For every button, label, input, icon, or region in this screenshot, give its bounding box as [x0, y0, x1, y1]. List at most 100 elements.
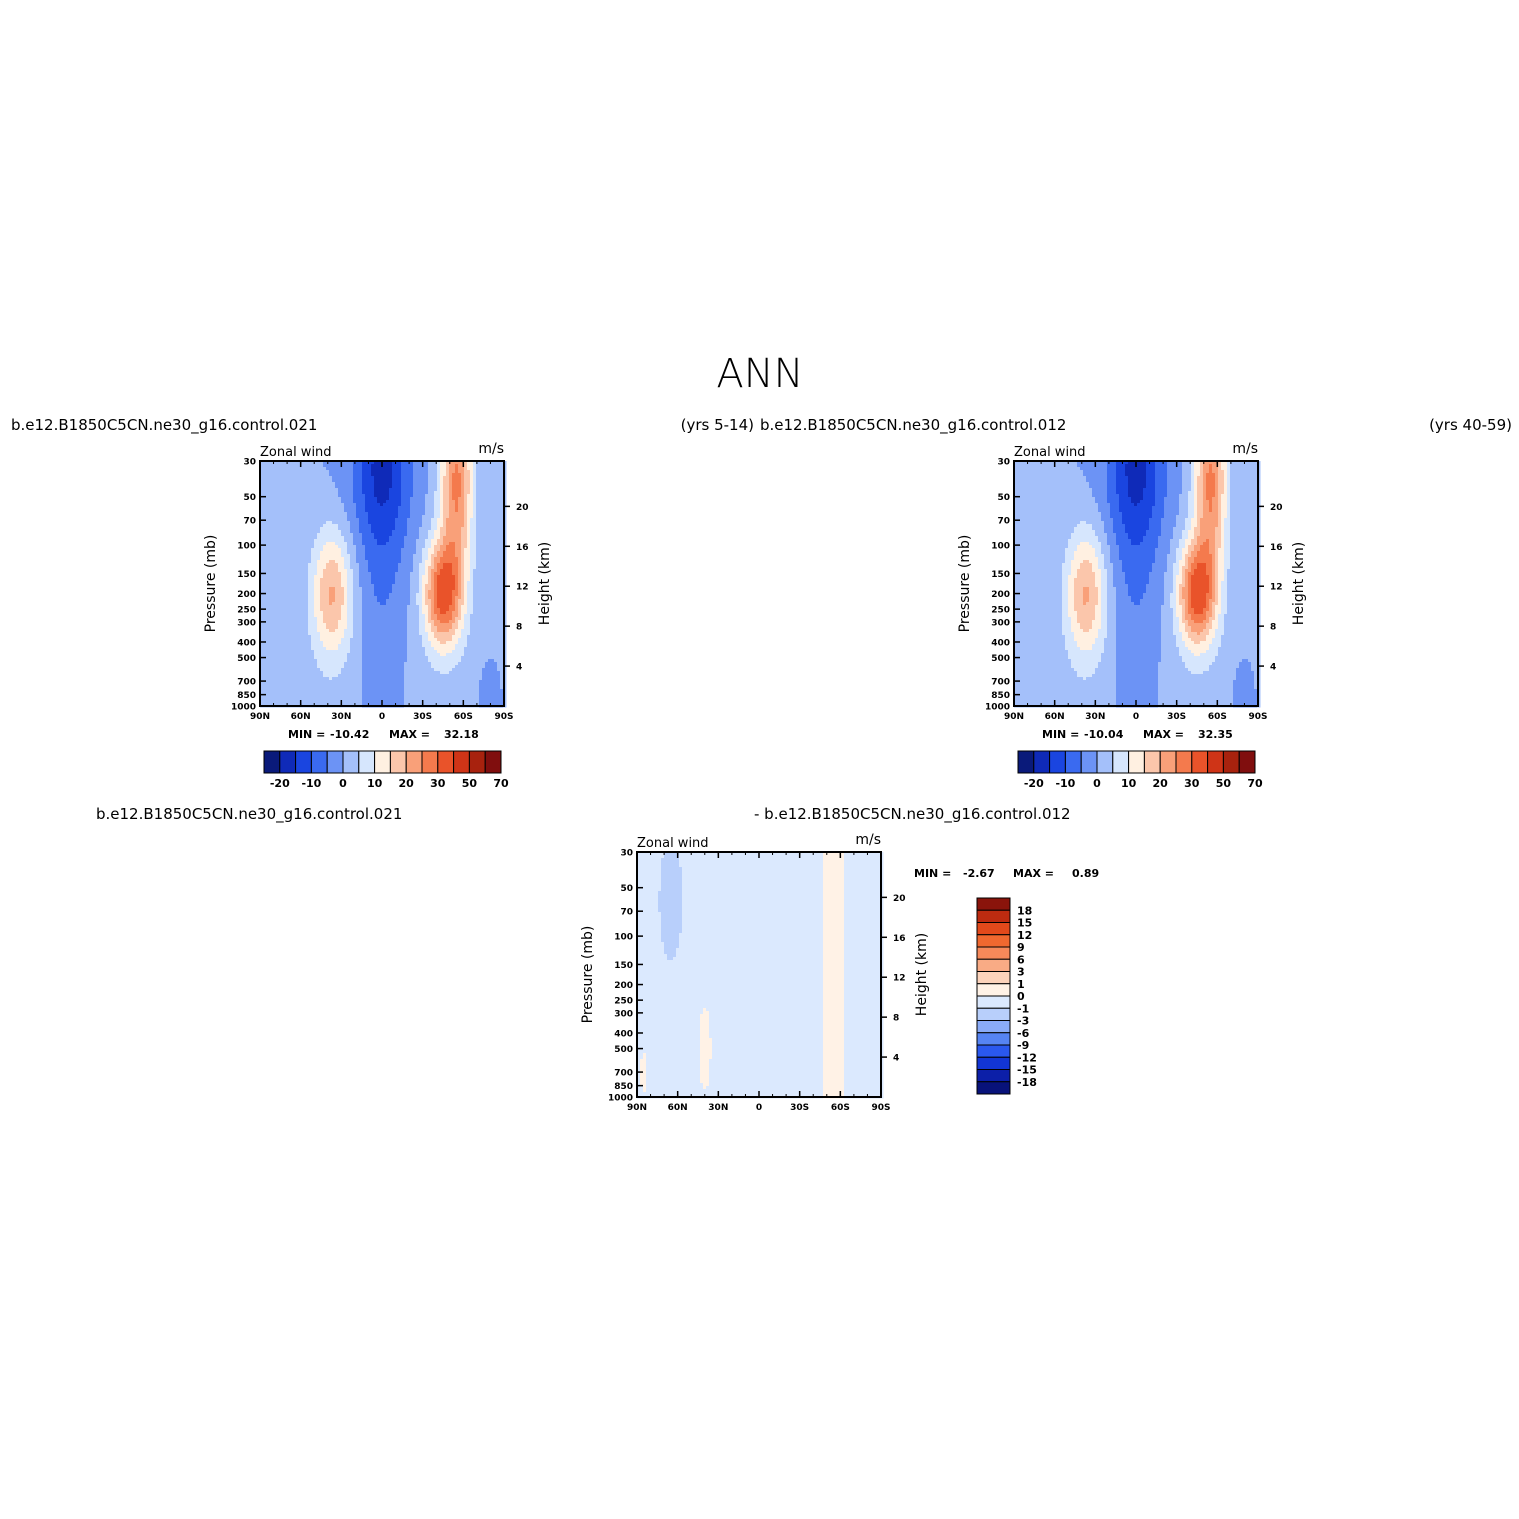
colorbar-label: 70 [493, 777, 509, 790]
y-tick-label: 200 [237, 590, 256, 600]
units-label: m/s [478, 441, 504, 457]
min-value: -10.04 [1084, 728, 1124, 741]
colorbar-swatch [359, 751, 375, 773]
x-tick-label: 90S [1248, 712, 1267, 722]
colorbar-swatch [1034, 751, 1050, 773]
y-axis-title-right: Height (km) [1291, 542, 1307, 625]
colorbar-swatch [977, 1033, 1010, 1045]
colorbar-swatch [1223, 751, 1239, 773]
colorbar-label: -6 [1017, 1027, 1030, 1040]
colorbar-label: -20 [1024, 777, 1044, 790]
x-tick-label: 90S [494, 712, 513, 722]
y-tick-label: 300 [614, 1009, 633, 1019]
x-tick-label: 30S [413, 712, 432, 722]
colorbar-swatch [1160, 751, 1176, 773]
colorbar-swatch [454, 751, 470, 773]
colorbar-swatch [406, 751, 422, 773]
y-tick-label: 30 [997, 458, 1010, 468]
colorbar-swatch [1018, 751, 1034, 773]
y-tick-label: 100 [614, 933, 633, 943]
units-label: m/s [855, 832, 881, 848]
colorbar-swatch [327, 751, 343, 773]
min-value: -2.67 [963, 867, 995, 880]
colorbar-swatch [977, 984, 1010, 996]
colorbar-label: 15 [1017, 917, 1032, 930]
x-tick-label: 60N [1045, 712, 1065, 722]
colorbar-label: 30 [430, 777, 446, 790]
colorbar-swatch [1050, 751, 1066, 773]
y-tick-label: 100 [237, 542, 256, 552]
colorbar-swatch [390, 751, 406, 773]
colorbar-swatch [977, 1082, 1010, 1094]
colorbar-swatch [977, 996, 1010, 1008]
y-tick-label: 400 [614, 1029, 633, 1039]
colorbar-label: 12 [1017, 929, 1032, 942]
height-tick-label: 12 [516, 583, 529, 593]
y-tick-label: 150 [614, 961, 633, 971]
variable-label: Zonal wind [1014, 445, 1086, 460]
colorbar-swatch [469, 751, 485, 773]
max-label: MAX = [389, 728, 430, 741]
y-tick-label: 30 [620, 849, 633, 859]
x-tick-label: 90N [1004, 712, 1024, 722]
max-label: MAX = [1143, 728, 1184, 741]
colorbar-label: 70 [1247, 777, 1263, 790]
colorbar-label: 10 [367, 777, 383, 790]
colorbar-swatch [1192, 751, 1208, 773]
colorbar-swatch [438, 751, 454, 773]
y-tick-label: 30 [243, 458, 256, 468]
variable-label: Zonal wind [260, 445, 332, 460]
colorbar-swatch [311, 751, 327, 773]
colorbar-label: 10 [1121, 777, 1137, 790]
y-tick-label: 700 [237, 678, 256, 688]
x-tick-label: 90N [250, 712, 270, 722]
y-tick-label: 70 [997, 517, 1010, 527]
y-tick-label: 850 [614, 1082, 633, 1092]
y-tick-label: 1000 [231, 703, 256, 713]
y-tick-label: 70 [243, 517, 256, 527]
colorbar-label: 0 [1017, 990, 1025, 1003]
y-tick-label: 50 [243, 493, 256, 503]
y-tick-label: 400 [991, 638, 1010, 648]
min-label: MIN = [914, 867, 951, 880]
height-tick-label: 12 [893, 974, 906, 984]
colorbar-swatch [977, 972, 1010, 984]
colorbar-label: -20 [270, 777, 290, 790]
y-tick-label: 500 [237, 654, 256, 664]
colorbar-label: 9 [1017, 941, 1025, 954]
y-tick-label: 300 [991, 618, 1010, 628]
colorbar-swatch [375, 751, 391, 773]
y-axis-title: Pressure (mb) [957, 535, 973, 633]
colorbar-label: 18 [1017, 904, 1032, 917]
colorbar-swatch [977, 910, 1010, 922]
y-tick-label: 850 [991, 691, 1010, 701]
y-axis-title-right: Height (km) [914, 933, 930, 1016]
colorbar-swatch [422, 751, 438, 773]
figure-title: ANN [716, 351, 803, 397]
min-label: MIN = [288, 728, 325, 741]
colorbar-swatch [1239, 751, 1255, 773]
y-tick-label: 400 [237, 638, 256, 648]
colorbar-swatch [1176, 751, 1192, 773]
colorbar-label: -9 [1017, 1039, 1029, 1052]
colorbar-label: 20 [399, 777, 415, 790]
height-tick-label: 8 [893, 1014, 899, 1024]
colorbar-swatch [1113, 751, 1129, 773]
y-axis-title-right: Height (km) [537, 542, 553, 625]
colorbar-swatch [1097, 751, 1113, 773]
y-tick-label: 50 [620, 884, 633, 894]
colorbar-swatch [977, 1008, 1010, 1020]
colorbar-swatch [1081, 751, 1097, 773]
y-tick-label: 50 [997, 493, 1010, 503]
colorbar-label: -18 [1017, 1076, 1037, 1089]
x-tick-label: 0 [1133, 712, 1139, 722]
colorbar-swatch [1129, 751, 1145, 773]
colorbar-swatch [343, 751, 359, 773]
x-tick-label: 60S [1208, 712, 1227, 722]
y-tick-label: 150 [991, 570, 1010, 580]
x-tick-label: 90N [627, 1103, 647, 1113]
y-tick-label: 200 [991, 590, 1010, 600]
diff-case-a-label: b.e12.B1850C5CN.ne30_g16.control.021 [96, 805, 402, 824]
x-tick-label: 60N [668, 1103, 688, 1113]
